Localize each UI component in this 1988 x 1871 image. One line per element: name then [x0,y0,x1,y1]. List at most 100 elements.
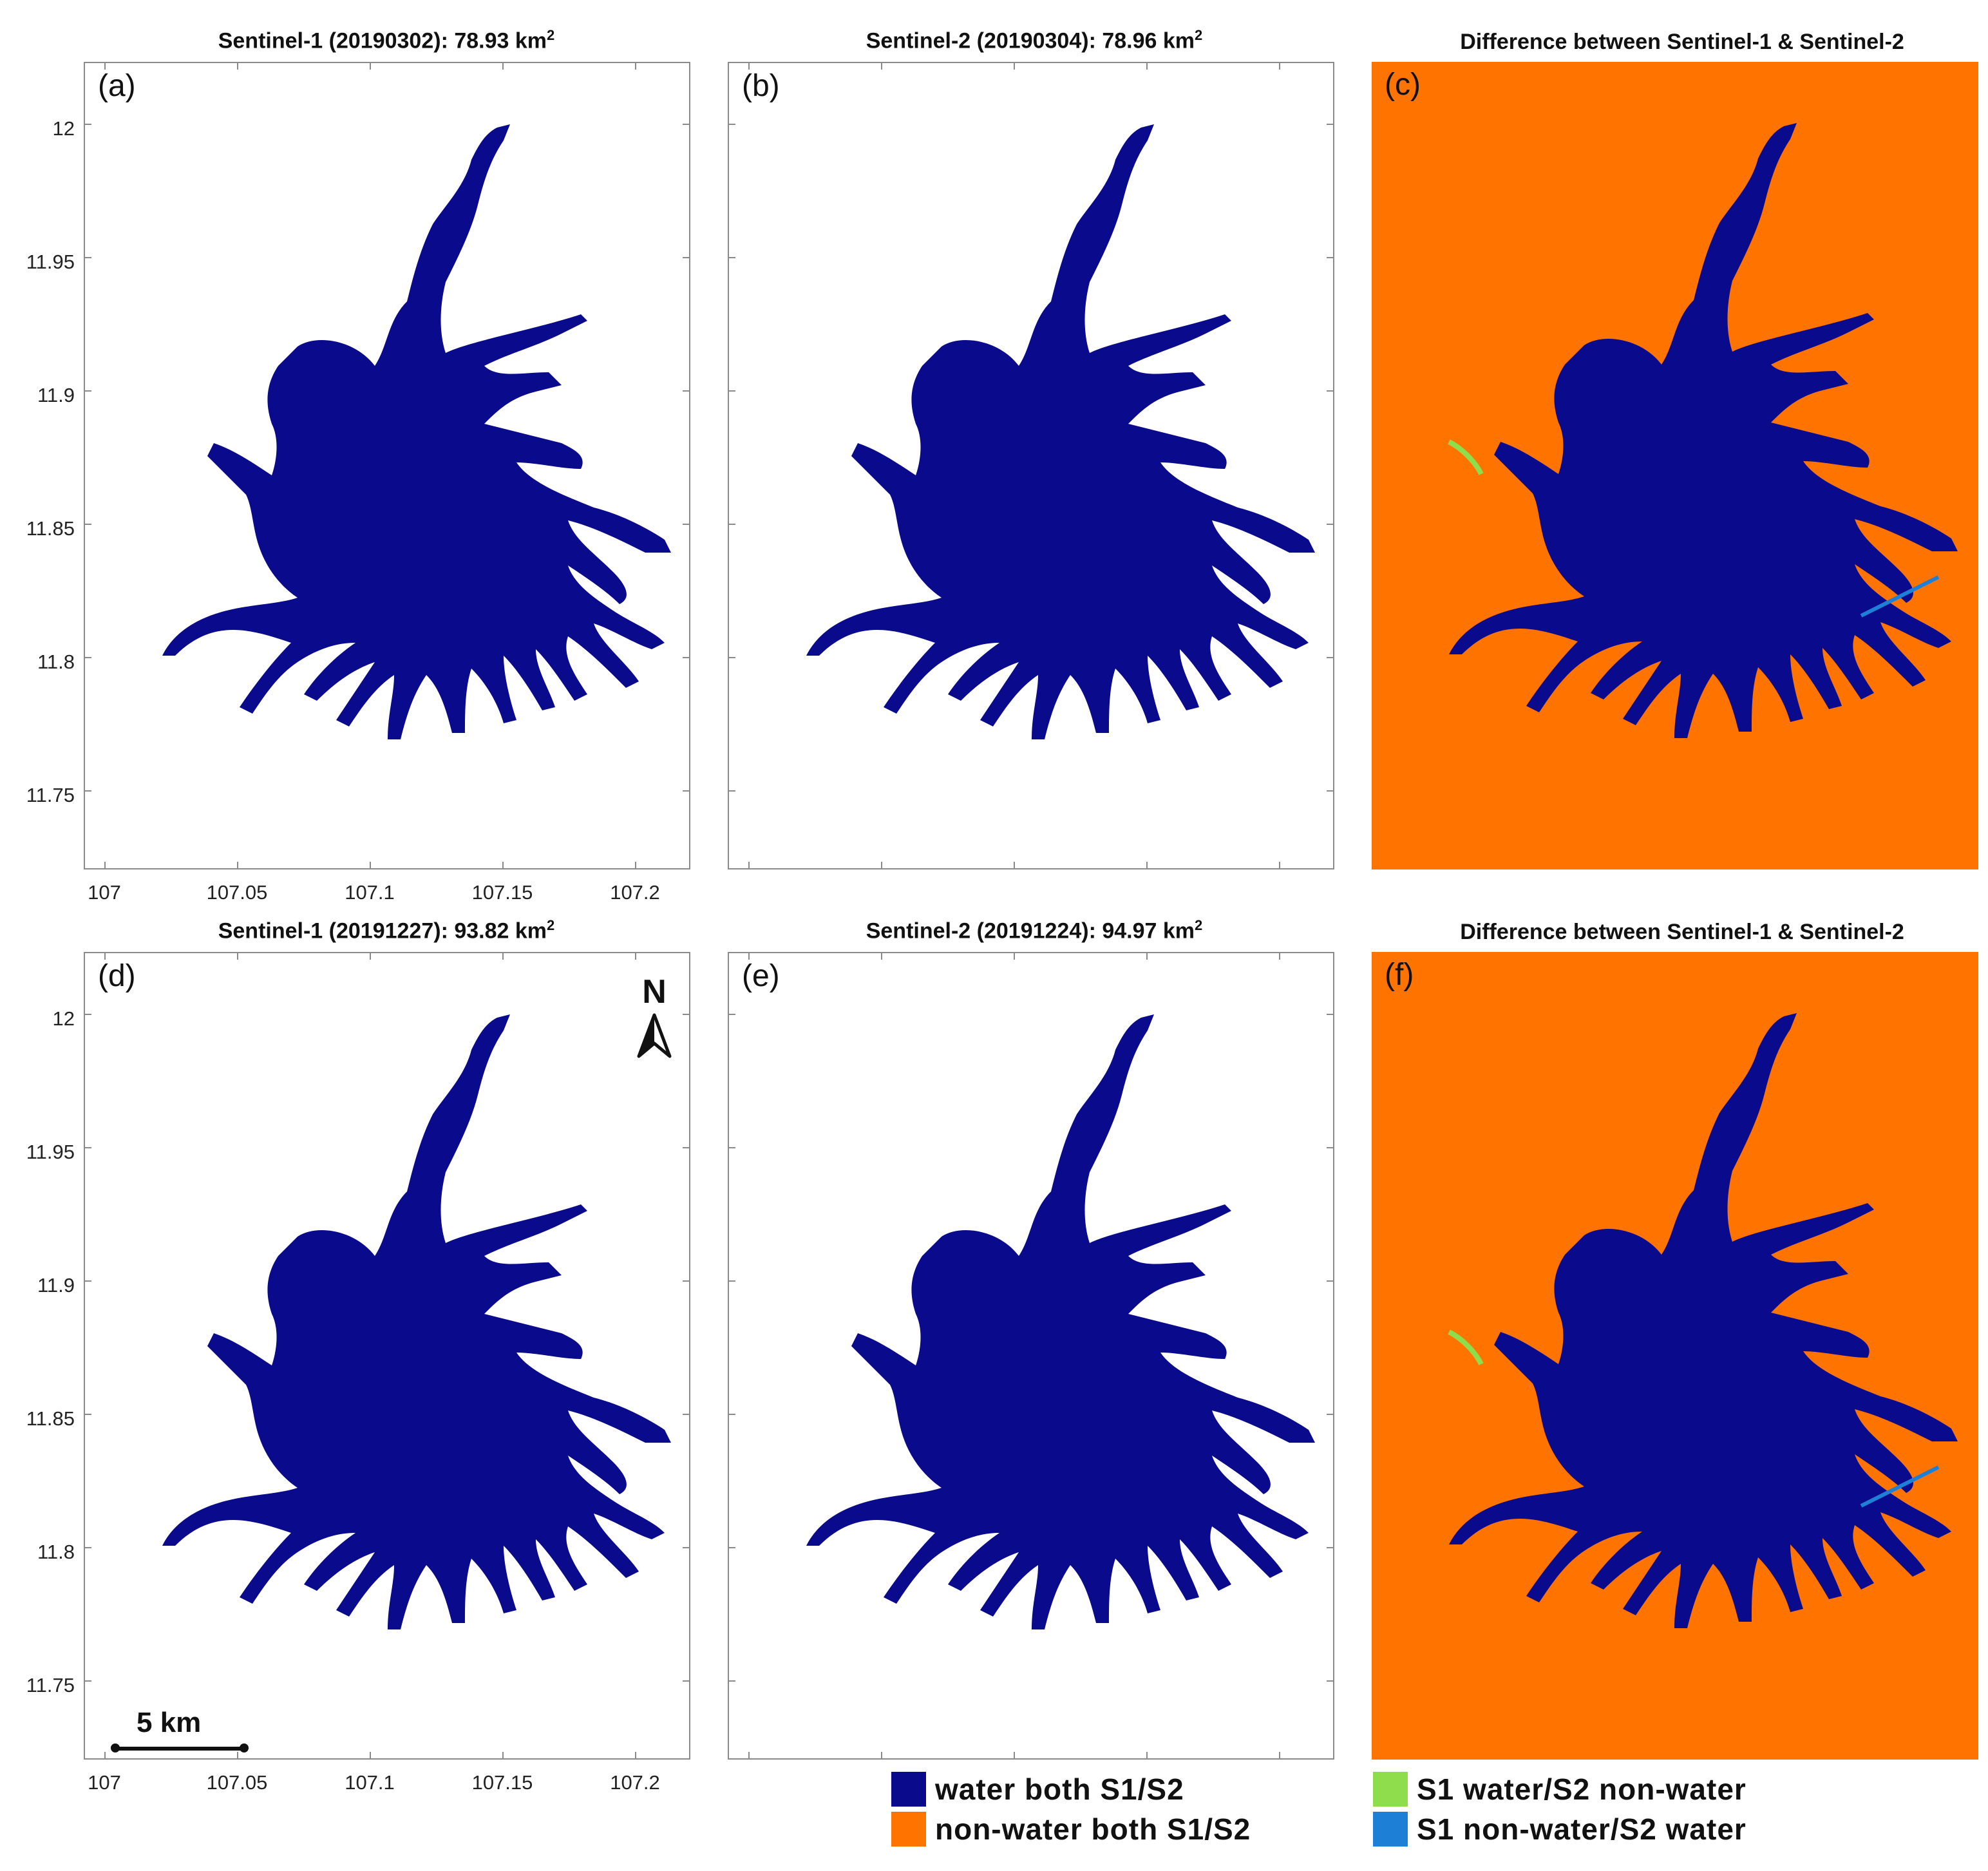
y-tick-mark [1327,124,1334,125]
legend-label-water-both: water both S1/S2 [935,1772,1184,1806]
water-body [1449,123,1958,738]
panel-label-c: (c) [1385,68,1421,102]
reservoir-map [1448,123,1958,738]
scale-label: 5 km [137,1707,202,1738]
y-tick-mark [84,524,91,525]
x-tick-label: 107.2 [610,1771,660,1794]
y-tick-mark [683,257,690,258]
x-tick-label: 107.1 [345,1771,395,1794]
x-tick-mark [1279,62,1280,70]
x-tick-mark [370,862,371,869]
y-tick-mark [683,1680,690,1682]
reservoir-map [162,124,671,739]
x-tick-label: 107.05 [206,881,268,904]
x-tick-label: 107.15 [471,881,533,904]
y-tick-label: 12 [52,117,75,140]
x-tick-label: 107.05 [206,1771,268,1794]
x-tick-mark [104,62,106,70]
y-tick-mark [728,1547,735,1548]
y-tick-mark [728,1280,735,1282]
x-tick-mark [881,62,882,70]
legend-water-both: water both S1/S2 [891,1771,1184,1807]
y-tick-mark [1327,657,1334,658]
legend-label-s2-only: S1 non-water/S2 water [1417,1812,1747,1846]
x-tick-mark [1014,1752,1015,1760]
y-tick-mark [683,124,690,125]
y-tick-mark [84,657,91,658]
x-tick-mark [635,862,636,869]
y-tick-mark [683,524,690,525]
x-tick-label: 107.15 [471,1771,533,1794]
panel-label-f: (f) [1385,958,1414,992]
x-tick-mark [237,862,238,869]
north-label: N [642,973,667,1011]
north-arrow: N [629,973,680,1069]
water-body [806,1014,1315,1629]
x-tick-mark [502,862,504,869]
y-tick-mark [1327,1280,1334,1282]
x-tick-label: 107 [88,1771,121,1794]
y-tick-mark [683,657,690,658]
x-tick-mark [502,1752,504,1760]
water-body [806,124,1315,739]
y-tick-mark [728,1414,735,1415]
panel-label-e: (e) [742,959,780,993]
x-tick-mark [1146,1752,1148,1760]
x-tick-mark [502,62,504,70]
legend-s1-only: S1 water/S2 non-water [1373,1771,1747,1807]
y-tick-mark [728,257,735,258]
y-tick-mark [1327,790,1334,792]
y-tick-label: 12 [52,1007,75,1030]
y-tick-mark [1327,1680,1334,1682]
y-tick-mark [1327,524,1334,525]
x-tick-mark [1146,952,1148,960]
y-tick-label: 11.75 [26,1674,75,1696]
legend-swatch-s2-only [1373,1812,1408,1847]
panel-title-c: Difference between Sentinel-1 & Sentinel… [1460,30,1904,54]
y-tick-mark [84,1014,91,1015]
x-tick-mark [1014,952,1015,960]
y-tick-mark [84,1547,91,1548]
scale-end-right [240,1743,249,1752]
y-tick-mark [728,790,735,792]
x-tick-mark [635,952,636,960]
y-tick-mark [1327,1547,1334,1548]
legend-label-nonwater-both: non-water both S1/S2 [935,1812,1251,1846]
panel-title-a: Sentinel-1 (20190302): 78.93 km2 [218,27,555,53]
y-tick-mark [728,1680,735,1682]
scale-end-left [111,1743,120,1752]
y-tick-mark [728,390,735,392]
x-tick-mark [1279,1752,1280,1760]
panel-title-f: Difference between Sentinel-1 & Sentinel… [1460,920,1904,944]
s2-only-fringe [1860,575,1940,618]
x-tick-mark [1014,862,1015,869]
water-body [162,124,671,739]
y-tick-mark [728,124,735,125]
y-tick-mark [683,790,690,792]
x-tick-label: 107.2 [610,881,660,904]
x-tick-mark [1014,62,1015,70]
y-tick-label: 11.75 [26,784,75,806]
map-panel-e: (e) [728,952,1334,1760]
legend-swatch-water-both [891,1772,926,1807]
y-tick-mark [683,1014,690,1015]
map-panel-b: (b) [728,62,1334,869]
y-tick-mark [683,1280,690,1282]
panel-label-b: (b) [742,69,780,103]
x-tick-mark [104,1752,106,1760]
y-tick-mark [1327,390,1334,392]
x-tick-mark [502,952,504,960]
x-tick-mark [1146,62,1148,70]
y-tick-label: 11.8 [37,651,75,673]
y-tick-mark [728,657,735,658]
x-tick-mark [881,952,882,960]
y-tick-label: 11.85 [26,1407,75,1430]
reservoir-map [1448,1013,1958,1628]
map-panel-f: (f) [1372,952,1978,1760]
x-tick-mark [237,62,238,70]
y-tick-mark [1327,1147,1334,1148]
x-tick-mark [748,952,750,960]
y-tick-label: 11.95 [26,251,75,273]
s2-only-fringe [1860,1465,1940,1508]
y-tick-mark [84,124,91,125]
